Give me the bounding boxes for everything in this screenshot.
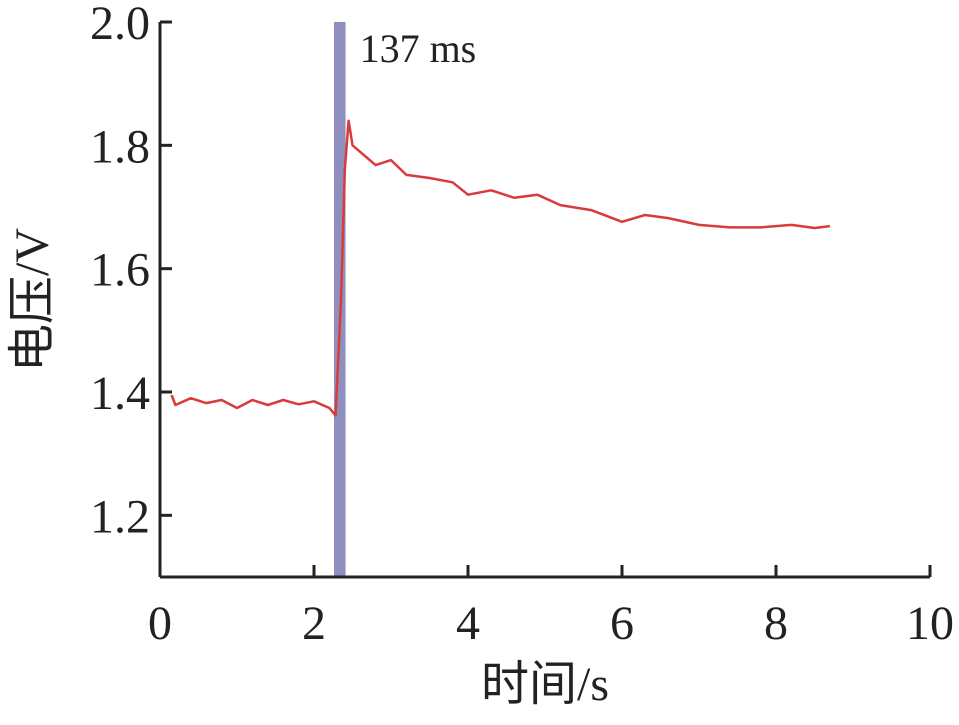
annotation: 137 ms: [360, 26, 477, 71]
line-series: [170, 119, 831, 417]
x-axis-label: 时间/s: [481, 658, 609, 711]
x-tick-label: 6: [610, 597, 634, 650]
x-tick-label: 0: [148, 597, 172, 650]
y-tick-label: 1.2: [90, 490, 150, 543]
y-axis-label: 电压/V: [6, 228, 59, 372]
x-tick-label: 4: [456, 597, 480, 650]
x-tick-label: 10: [906, 597, 954, 650]
y-tick-label: 1.4: [90, 367, 150, 420]
y-tick-label: 2.0: [90, 0, 150, 50]
y-tick-label: 1.6: [90, 244, 150, 297]
y-tick-label: 1.8: [90, 120, 150, 173]
x-tick-label: 2: [302, 597, 326, 650]
x-tick-label: 8: [764, 597, 788, 650]
